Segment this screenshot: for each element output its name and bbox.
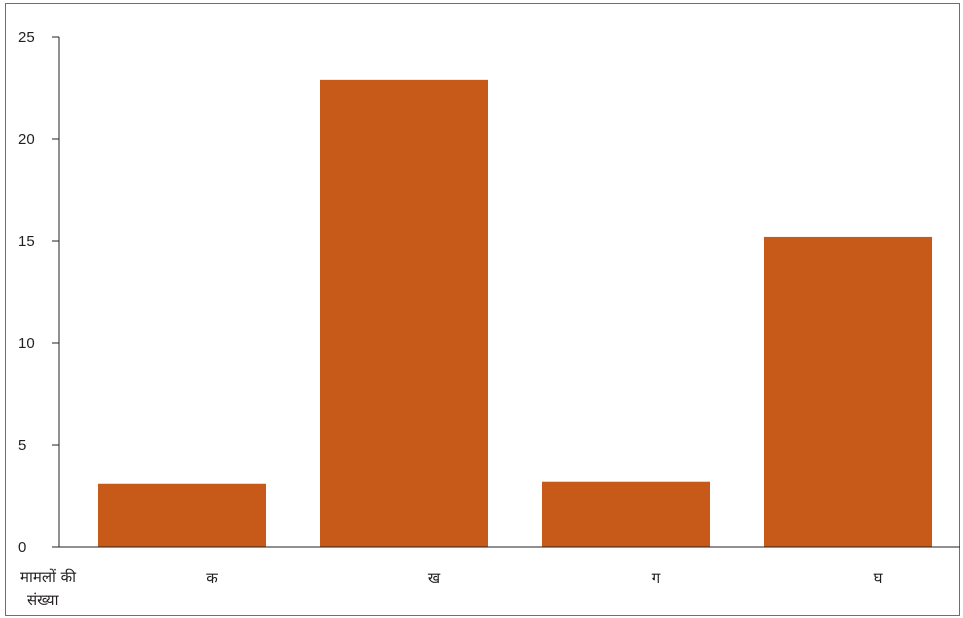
bar-3 [542,481,710,547]
x-category-label: ग [652,569,661,587]
y-tick-label: 25 [18,29,35,46]
y-axis-label-line-2: संख्या [27,591,60,609]
x-category-label: क [206,569,218,587]
y-ticks-group: 0 5 10 15 20 25 [18,29,59,556]
y-tick-label: 0 [18,539,26,556]
y-axis-label-line-1: मामलों की [20,568,77,586]
x-category-label: ख [428,569,441,587]
bar-1 [98,483,266,547]
y-tick-label: 15 [18,233,35,250]
y-tick-label: 10 [18,335,35,352]
y-tick-label: 5 [18,437,26,454]
x-category-label: घ [874,569,884,587]
x-labels-group: क ख ग घ [206,569,883,587]
bar-4 [764,236,932,548]
bar-2 [320,79,488,547]
bars-group [98,79,932,548]
y-tick-label: 20 [18,131,35,148]
